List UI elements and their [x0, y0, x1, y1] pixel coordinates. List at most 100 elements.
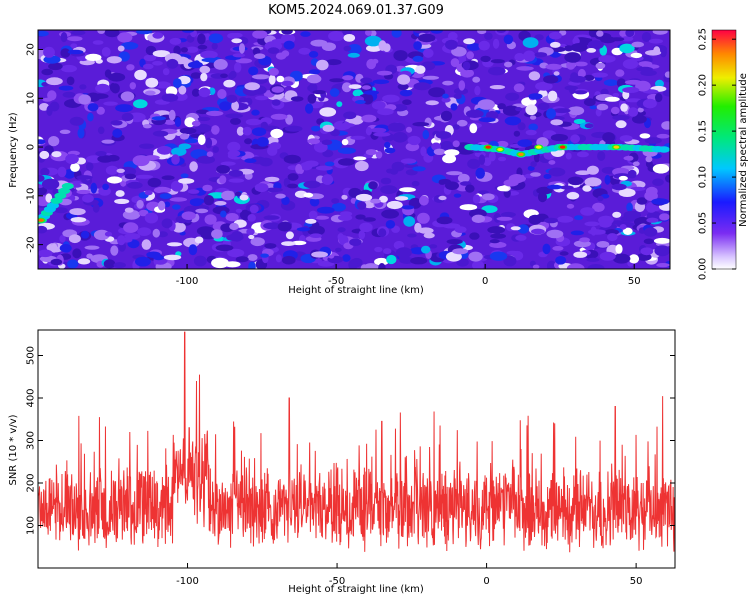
- heatmap-cell: [378, 263, 386, 269]
- heatmap-cell: [611, 183, 627, 191]
- heatmap-cell: [604, 174, 611, 185]
- heatmap-cell: [386, 200, 403, 210]
- heatmap-cell: [46, 77, 63, 86]
- heatmap-cell: [338, 158, 355, 166]
- heatmap-cell: [231, 100, 240, 111]
- heatmap-cell: [567, 106, 585, 116]
- heatmap-cell: [59, 234, 66, 243]
- heatmap-cell: [630, 186, 646, 191]
- heatmap-cell: [618, 188, 636, 197]
- heatmap-cell: [110, 120, 123, 126]
- heatmap-cell: [547, 90, 558, 102]
- heatmap-cell: [321, 42, 336, 51]
- heatmap-cell: [205, 137, 213, 149]
- heatmap-cell: [270, 128, 284, 139]
- heatmap-cell: [364, 35, 382, 47]
- heatmap-cell: [503, 34, 514, 45]
- heatmap-cell: [393, 50, 408, 61]
- heatmap-cell: [380, 177, 392, 185]
- heatmap-cell: [564, 52, 582, 63]
- heatmap-cell: [596, 103, 609, 111]
- heatmap-cell: [347, 52, 360, 58]
- heatmap-cell: [321, 174, 334, 185]
- heatmap-cell: [70, 217, 87, 223]
- heatmap-cell: [496, 140, 509, 148]
- heatmap-cell: [420, 146, 427, 157]
- heatmap-cell: [92, 40, 104, 45]
- heatmap-cell: [527, 165, 535, 171]
- heatmap-cell: [342, 254, 351, 262]
- heatmap-cell: [139, 143, 155, 149]
- heatmap-cell: [623, 210, 642, 219]
- heatmap-cell: [478, 40, 490, 51]
- heatmap-cell: [643, 238, 655, 245]
- heatmap-cell: [363, 90, 379, 95]
- heatmap-cell: [62, 91, 76, 98]
- heatmap-cell: [283, 154, 301, 164]
- heatmap-cell: [422, 129, 430, 140]
- heatmap-cell: [311, 251, 328, 258]
- heatmap-cell: [51, 151, 62, 158]
- heatmap-cell: [342, 121, 351, 129]
- heatmap-cell: [430, 30, 443, 34]
- heatmap-cell: [506, 250, 519, 255]
- heatmap-cell: [640, 69, 657, 76]
- heatmap-cell: [211, 229, 223, 239]
- heatmap-cell: [513, 83, 525, 93]
- heatmap-cell: [90, 182, 98, 194]
- heatmap-cell: [322, 149, 334, 158]
- heatmap-cell: [228, 72, 235, 80]
- heatmap-cell: [60, 48, 71, 58]
- heatmap-cell: [419, 195, 429, 206]
- heatmap-cell: [228, 178, 245, 183]
- heatmap-cell: [67, 36, 83, 42]
- heatmap-cell: [615, 244, 623, 254]
- heatmap-cell: [596, 30, 604, 37]
- heatmap-cell: [535, 81, 553, 91]
- heatmap-cell: [58, 85, 74, 91]
- heatmap-cell: [602, 132, 615, 143]
- heatmap-cell: [442, 80, 454, 86]
- heatmap-cell: [433, 148, 446, 155]
- heatmap-cell: [553, 71, 560, 76]
- line-y-tick-label: 100: [26, 516, 37, 535]
- heatmap-cell: [85, 162, 94, 171]
- heatmap-cell: [589, 105, 597, 110]
- heatmap-cell: [410, 257, 428, 265]
- heatmap-cell: [156, 265, 169, 269]
- heatmap-cell: [245, 118, 262, 126]
- heatmap-cell: [178, 85, 187, 95]
- heatmap-cell: [454, 87, 468, 95]
- heatmap-cell: [38, 30, 49, 37]
- heatmap-y-label: Frequency (Hz): [8, 112, 19, 188]
- heatmap-cell: [460, 68, 474, 78]
- heatmap-cell: [348, 259, 358, 269]
- heatmap-cell: [197, 116, 211, 122]
- heatmap-cell: [453, 93, 462, 100]
- heatmap-cell: [644, 137, 662, 144]
- heatmap-cell: [281, 50, 290, 57]
- heatmap-cell: [583, 98, 596, 107]
- heatmap-cell: [488, 66, 506, 76]
- heatmap-cell: [423, 48, 434, 58]
- heatmap-cell: [548, 160, 556, 165]
- heatmap-cell: [490, 233, 506, 239]
- heatmap-cell: [180, 173, 189, 178]
- colorbar-ticks: 0.00 0.05 0.10 0.15 0.20 0.25: [698, 28, 736, 280]
- heatmap-cell: [381, 209, 399, 219]
- heatmap-cell: [115, 104, 133, 113]
- heatmap-cell: [451, 46, 467, 57]
- heatmap-cell: [355, 100, 366, 104]
- heatmap-cell: [104, 231, 113, 237]
- heatmap-cell: [77, 258, 91, 265]
- heatmap-cell: [307, 93, 317, 104]
- heatmap-cell: [477, 99, 495, 110]
- heatmap-cell: [543, 75, 559, 84]
- heatmap-cell: [141, 239, 152, 250]
- heatmap-cell: [84, 245, 100, 250]
- heatmap-cell: [228, 169, 244, 177]
- heatmap-cell: [197, 134, 206, 146]
- heatmap-cell: [211, 42, 218, 50]
- heatmap-cell: [632, 115, 647, 124]
- heatmap-cell: [143, 124, 152, 129]
